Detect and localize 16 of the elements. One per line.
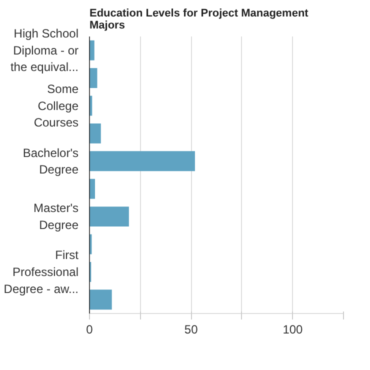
bar [90,68,98,88]
bar [90,123,101,144]
bar [90,40,94,60]
x-tick-label: 0 [86,322,94,336]
bar [90,206,129,227]
y-tick-label: High School Diploma - or the equival... [10,26,79,74]
bar [90,178,95,199]
y-tick-label: Bachelor's Degree [22,146,79,177]
x-tick-label: 50 [184,322,198,336]
chart-title: Education Levels for Project Management Majors [90,8,309,32]
x-tick-label: 100 [282,322,304,336]
bar [90,151,195,172]
y-tick-label: Master's Degree [34,201,79,232]
y-tick-label: Some College Courses [34,82,79,130]
y-tick-label: First Professional Degree - aw... [4,248,80,296]
bar [90,290,112,310]
